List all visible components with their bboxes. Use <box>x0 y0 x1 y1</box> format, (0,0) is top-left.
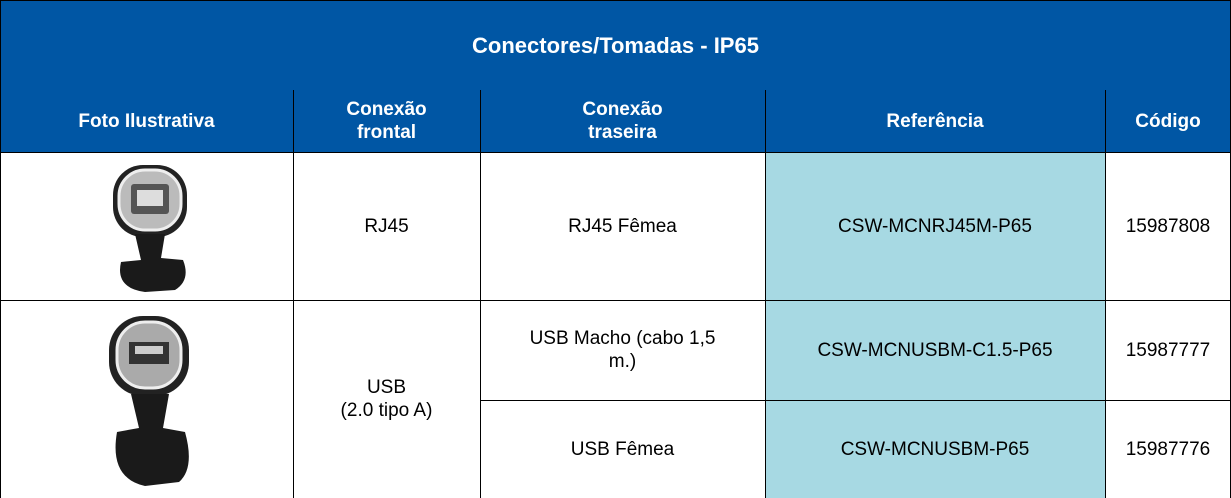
photo-usb <box>109 316 189 486</box>
referencia: CSW-MCNRJ45M-P65 <box>765 152 1105 300</box>
column-header: Conexão traseira <box>480 90 765 152</box>
codigo: 15987776 <box>1125 438 1211 460</box>
column-header: Referência <box>765 90 1105 152</box>
photo-rj45 <box>113 165 187 292</box>
h-border <box>0 0 1231 1</box>
frontal: USB (2.0 tipo A) <box>340 377 433 421</box>
traseira: USB Fêmea <box>570 438 675 460</box>
v-border <box>480 90 481 498</box>
v-border <box>0 0 1 498</box>
traseira: USB Macho (cabo 1,5 m.) <box>529 328 716 372</box>
v-border <box>765 90 766 498</box>
traseira: RJ45 Fêmea <box>568 215 677 237</box>
referencia: CSW-MCNUSBM-P65 <box>765 400 1105 498</box>
h-border <box>0 152 1231 153</box>
codigo: 15987808 <box>1125 215 1211 237</box>
referencia: CSW-MCNUSBM-C1.5-P65 <box>765 300 1105 400</box>
table-title: Conectores/Tomadas - IP65 <box>0 0 1231 90</box>
h-border <box>480 400 1231 401</box>
column-header: Conexão frontal <box>293 90 480 152</box>
v-border <box>1105 90 1106 498</box>
codigo: 15987777 <box>1125 339 1211 361</box>
frontal: RJ45 <box>364 215 409 237</box>
v-border <box>293 90 294 498</box>
h-border <box>0 300 1231 301</box>
column-header: Foto Ilustrativa <box>0 90 293 152</box>
column-header: Código <box>1105 90 1231 152</box>
